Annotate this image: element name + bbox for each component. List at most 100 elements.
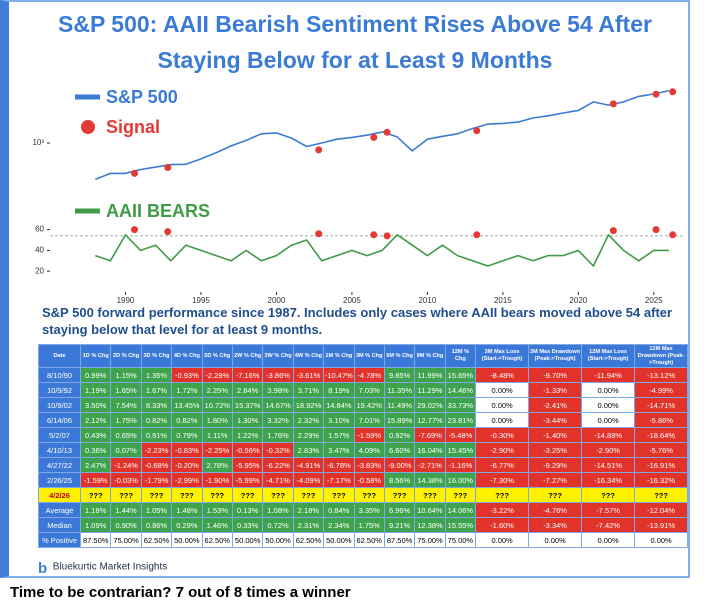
value-cell: -7.30% [475, 472, 530, 488]
legend-marker [81, 120, 95, 134]
value-cell: 75.00% [414, 532, 446, 548]
table-row: 4/2/26??????????????????????????????????… [38, 487, 689, 503]
y-tick-label: 20 [35, 266, 44, 275]
value-cell: 75.00% [444, 532, 477, 548]
value-cell: 8.19% [323, 382, 355, 398]
value-cell: 14.06% [444, 502, 477, 518]
header-cell: 3M % Chg [353, 344, 385, 368]
x-tick-label: 2005 [343, 296, 361, 305]
value-cell: 1.22% [231, 427, 264, 443]
value-cell: 3.98% [262, 382, 294, 398]
value-cell: 3.71% [292, 382, 325, 398]
value-cell: 2.31% [292, 517, 325, 533]
value-cell: 0.00% [581, 397, 636, 413]
value-cell: -7.69% [414, 427, 446, 443]
value-cell: -8.48% [475, 367, 530, 383]
value-cell: -2.25% [201, 442, 233, 458]
header-cell: 3M Max Loss (Start->Trough) [475, 344, 530, 368]
value-cell: 2.25% [201, 382, 233, 398]
value-cell: 3.35% [353, 502, 385, 518]
value-cell: 11.35% [383, 382, 416, 398]
value-cell: 6.96% [383, 502, 416, 518]
value-cell: ??? [140, 487, 173, 503]
value-cell: 8.56% [383, 472, 416, 488]
value-cell: -6.78% [323, 457, 355, 473]
value-cell: 1.35% [140, 367, 173, 383]
value-cell: -5.99% [231, 472, 264, 488]
value-cell: 12.77% [414, 412, 446, 428]
header-cell: 2W % Chg [231, 344, 264, 368]
logo: b [38, 560, 48, 577]
value-cell: -0.30% [475, 427, 530, 443]
value-cell: 1.65% [110, 382, 142, 398]
value-cell: -14.88% [581, 427, 636, 443]
value-cell: 1.76% [262, 427, 294, 443]
header-cell: 3W % Chg [262, 344, 294, 368]
value-cell: 14.67% [262, 397, 294, 413]
signal-dot [370, 231, 378, 239]
value-cell: 0.86% [140, 517, 173, 533]
value-cell: ??? [414, 487, 446, 503]
value-cell: 15.55% [444, 517, 477, 533]
value-cell: 4.09% [353, 442, 385, 458]
value-cell: ??? [353, 487, 385, 503]
value-cell: -3.83% [353, 457, 385, 473]
value-cell: 2.83% [292, 442, 325, 458]
value-cell: 62.50% [292, 532, 325, 548]
signal-dot [370, 133, 378, 141]
value-cell: 0.00% [475, 532, 530, 548]
value-cell: 0.36% [79, 442, 112, 458]
value-cell: ??? [383, 487, 416, 503]
value-cell: -1.33% [528, 382, 583, 398]
value-cell: 14.38% [414, 472, 446, 488]
brand-name: Bluekurtic Market Insights [52, 561, 168, 573]
value-cell: 1.75% [353, 517, 385, 533]
value-cell: -9.70% [528, 367, 583, 383]
value-cell: 29.02% [414, 397, 446, 413]
value-cell: 0.33% [231, 517, 264, 533]
value-cell: 0.00% [634, 532, 689, 548]
signal-dot [652, 90, 660, 98]
row-label: 8/10/90 [38, 367, 81, 383]
value-cell: -14.51% [581, 457, 636, 473]
header-cell: 3M Max Drawdown (Peak->Trough) [528, 344, 583, 368]
value-cell: 1.18% [79, 502, 112, 518]
header-cell: 2M % Chg [323, 344, 355, 368]
value-cell: -6.77% [475, 457, 530, 473]
value-cell: -1.90% [201, 472, 233, 488]
value-cell: -4.09% [292, 472, 325, 488]
value-cell: 23.81% [444, 412, 477, 428]
value-cell: -0.03% [110, 472, 142, 488]
value-cell: 2.78% [201, 457, 233, 473]
value-cell: 6.60% [383, 442, 416, 458]
value-cell: ??? [231, 487, 264, 503]
table-row: Median 1.09% 0.90% 0.86% 0.29% 1.46% 0.33% 0.72… [38, 517, 689, 533]
value-cell: -10.47% [323, 367, 355, 383]
value-cell: -1.59% [79, 472, 112, 488]
performance-table: Date 1D % Chg 2D % Chg 3D % Chg 4D % Chg 5D %… [38, 344, 689, 548]
value-cell: 0.00% [475, 397, 530, 413]
value-cell: 62.50% [201, 532, 233, 548]
value-cell: ??? [634, 487, 689, 503]
value-cell: 3.32% [262, 412, 294, 428]
value-cell: -4.76% [528, 502, 583, 518]
signal-dot [609, 100, 617, 108]
value-cell: ??? [528, 487, 583, 503]
header-cell: 4W % Chg [292, 344, 325, 368]
value-cell: 0.65% [110, 427, 142, 443]
row-label: % Positive [38, 532, 81, 548]
value-cell: 1.19% [79, 382, 112, 398]
signal-dot [164, 228, 172, 236]
value-cell: 0.82% [171, 412, 203, 428]
value-cell: ??? [475, 487, 530, 503]
value-cell: -7.57% [581, 502, 636, 518]
value-cell: 2.84% [231, 382, 264, 398]
table-row: % Positive 87.50% 75.00% 62.50% 50.00% 62.50%… [38, 532, 689, 548]
row-label: 4/2/26 [38, 487, 81, 503]
row-label: 5/2/07 [38, 427, 81, 443]
value-cell: 0.84% [323, 502, 355, 518]
value-cell: 15.45% [444, 442, 477, 458]
value-cell: -2.90% [475, 442, 530, 458]
header-cell: 12M Max Drawdown (Peak->Trough) [634, 344, 689, 368]
header-cell: Date [38, 344, 81, 368]
